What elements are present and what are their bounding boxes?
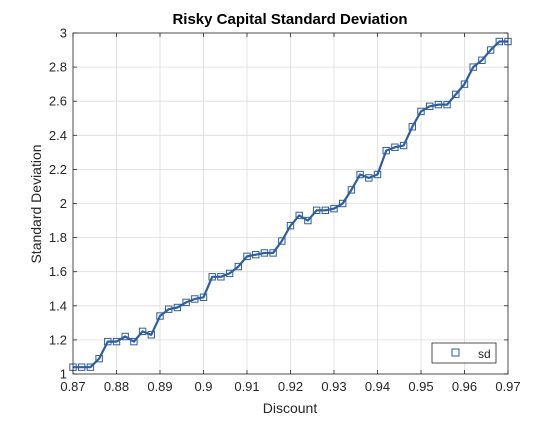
y-tick-label: 1	[60, 367, 67, 382]
data-point-marker	[130, 337, 138, 346]
data-point-marker	[156, 312, 164, 320]
y-tick-label: 1.6	[49, 264, 67, 279]
data-point-marker	[234, 262, 243, 271]
data-point-marker	[365, 174, 373, 182]
data-point-marker	[243, 252, 251, 261]
legend-marker-square-icon	[451, 348, 460, 357]
data-point-marker	[373, 170, 382, 179]
data-point-marker	[260, 249, 269, 257]
data-point-marker	[278, 237, 286, 245]
data-point-marker	[356, 170, 364, 179]
x-tick-label: 0.94	[365, 379, 390, 394]
data-point-marker	[225, 269, 234, 278]
data-point-marker	[426, 102, 434, 111]
x-tick-label: 0.96	[452, 379, 477, 394]
y-tick-label: 1.4	[49, 298, 67, 313]
data-point-marker	[382, 146, 390, 155]
y-tick-label: 1.8	[49, 230, 67, 245]
data-point-marker	[86, 363, 95, 371]
data-point-marker	[95, 354, 103, 363]
data-point-marker	[121, 332, 129, 341]
chart-title: Risky Capital Standard Deviation	[172, 11, 407, 28]
data-point-marker	[460, 80, 469, 88]
data-point-marker	[321, 206, 330, 215]
data-point-marker	[78, 363, 86, 371]
data-point-marker	[347, 186, 356, 194]
ticks: 0.87 0.88 0.89 0.9 0.91 0.92 0.93 0.94 0.95 0.96 0…	[49, 26, 521, 395]
data-point-marker	[165, 305, 173, 313]
data-point-marker	[486, 46, 495, 54]
data-point-marker	[208, 273, 216, 281]
data-point-marker	[434, 100, 443, 109]
data-point-marker	[112, 337, 121, 346]
data-point-marker	[269, 249, 277, 257]
data-point-marker	[199, 293, 208, 301]
y-axis-label: Standard Deviation	[28, 144, 44, 263]
data-point-marker	[417, 107, 425, 116]
data-point-marker	[295, 211, 303, 220]
data-point-marker	[304, 216, 312, 225]
data-point-marker	[408, 123, 417, 131]
y-tick-label: 2.8	[49, 60, 67, 75]
data-point-marker	[182, 298, 190, 307]
data-point-marker	[478, 56, 486, 64]
x-tick-label: 0.93	[321, 379, 346, 394]
y-tick-label: 2	[60, 196, 67, 211]
data-point-marker	[469, 63, 477, 71]
x-tick-label: 0.92	[278, 379, 303, 394]
data-point-marker	[286, 221, 295, 230]
x-tick-label: 0.91	[234, 379, 259, 394]
series-layer	[69, 37, 512, 371]
data-point-marker	[191, 295, 199, 303]
data-point-marker	[147, 331, 156, 339]
data-point-marker	[312, 206, 321, 215]
x-tick-label: 0.88	[104, 379, 129, 394]
legend-box	[431, 342, 497, 364]
y-tick-label: 2.2	[49, 162, 67, 177]
data-point-marker	[330, 204, 338, 213]
legend[interactable]: sd	[431, 342, 497, 364]
y-tick-label: 3	[60, 26, 67, 41]
x-tick-label: 0.9	[194, 379, 212, 394]
y-tick-label: 2.6	[49, 94, 67, 109]
x-tick-label: 0.97	[495, 379, 520, 394]
data-point-marker	[138, 327, 147, 336]
data-point-marker	[443, 100, 451, 109]
x-tick-label: 0.95	[408, 379, 433, 394]
data-point-marker	[217, 273, 225, 281]
y-tick-label: 1.2	[49, 332, 67, 347]
data-point-marker	[104, 337, 112, 346]
x-tick-label: 0.87	[60, 379, 85, 394]
data-point-marker	[173, 303, 182, 312]
data-point-marker	[495, 37, 504, 46]
x-axis-label: Discount	[263, 400, 318, 416]
x-tick-label: 0.89	[147, 379, 172, 394]
y-tick-label: 2.4	[49, 128, 67, 143]
data-point-marker	[452, 90, 460, 99]
data-point-marker	[391, 143, 399, 151]
legend-label-sd: sd	[478, 347, 491, 361]
data-point-marker	[252, 250, 260, 259]
data-point-marker	[399, 141, 408, 150]
data-point-marker	[339, 199, 347, 208]
